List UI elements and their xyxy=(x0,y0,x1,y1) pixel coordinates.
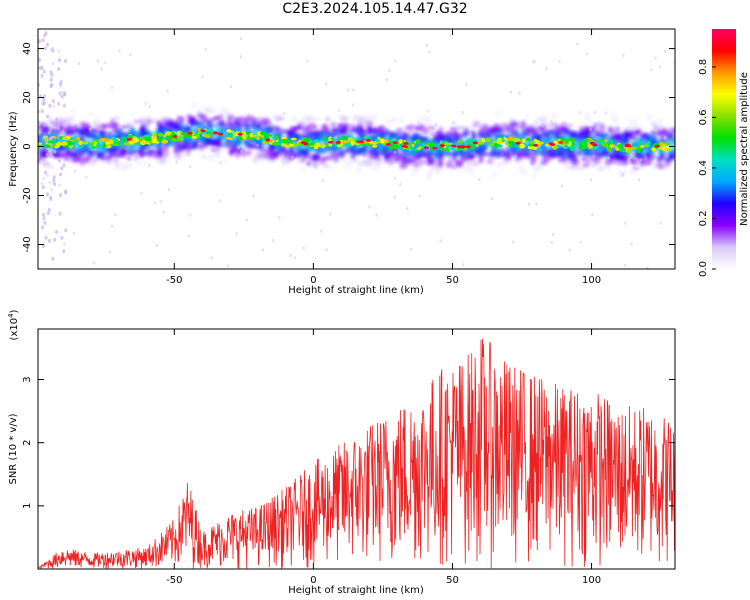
axis-tick-label: 50 xyxy=(446,275,459,286)
top-y-axis: -40 -20 0 20 40 xyxy=(22,42,675,253)
colorbar-axis: 0.0 0.2 0.4 0.6 0.8 xyxy=(698,59,716,277)
axis-tick-label: 0 xyxy=(310,575,316,586)
colorbar-tick: 0.8 xyxy=(698,59,716,75)
axis-tick: 100 xyxy=(582,329,601,586)
axis-tick-label: 3 xyxy=(22,376,33,382)
axis-tick: -20 xyxy=(22,187,675,204)
colorbar-tick: 0.2 xyxy=(698,211,716,227)
axis-tick-label: -50 xyxy=(166,275,182,286)
axis-tick: 50 xyxy=(446,29,459,286)
colorbar-tick: 0.4 xyxy=(698,160,716,176)
axis-tick-label: -50 xyxy=(166,575,182,586)
axis-tick-label: 50 xyxy=(446,575,459,586)
bottom-y-multiplier: (x104) xyxy=(7,309,20,340)
axis-tick-label: 0 xyxy=(310,275,316,286)
axis-tick: 3 xyxy=(22,376,675,383)
colorbar-tick-label: 0.0 xyxy=(698,261,709,277)
bottom-plot-frame xyxy=(37,328,676,570)
axis-tick: 2 xyxy=(22,439,675,446)
axis-tick: 50 xyxy=(446,329,459,586)
axis-tick: 0 xyxy=(310,329,317,586)
axis-tick: 0 xyxy=(22,143,675,150)
colorbar-tick-label: 0.8 xyxy=(698,59,709,75)
axis-tick-label: 20 xyxy=(22,91,33,104)
axis-tick-label: -40 xyxy=(22,236,33,252)
colorbar-label: Normalized spectral amplitude xyxy=(739,72,750,226)
axis-tick: -40 xyxy=(22,236,675,253)
chart-title: C2E3.2024.105.14.47.G32 xyxy=(282,1,468,17)
axis-tick-label: 40 xyxy=(22,42,33,55)
colorbar-tick: 0.0 xyxy=(698,261,716,277)
axis-tick: 0 xyxy=(310,29,317,286)
top-x-axis-label: Height of straight line (km) xyxy=(288,285,424,296)
top-x-axis: -50 0 50 100 xyxy=(166,29,601,286)
axis-tick-label: 1 xyxy=(22,503,33,509)
colorbar-tick-label: 0.4 xyxy=(698,160,709,176)
axis-tick-label: 100 xyxy=(582,575,601,586)
bottom-x-axis: -50 0 50 100 xyxy=(166,329,601,586)
axis-tick: 1 xyxy=(22,503,675,509)
axis-tick-label: 2 xyxy=(22,439,33,445)
axis-tick: -50 xyxy=(166,29,182,286)
bottom-y-axis-label: SNR (10 * v/v) xyxy=(8,413,19,484)
bottom-x-axis-label: Height of straight line (km) xyxy=(288,585,424,596)
axis-tick-label: 0 xyxy=(22,143,33,149)
spectrogram-heatmap xyxy=(38,31,675,269)
colorbar-tick-label: 0.2 xyxy=(698,211,709,227)
axis-tick: -50 xyxy=(166,329,182,586)
axis-tick: 20 xyxy=(22,91,675,104)
colorbar-tick-label: 0.6 xyxy=(698,109,709,125)
axis-tick-label: 100 xyxy=(582,275,601,286)
axis-tick: 100 xyxy=(582,29,601,286)
colorbar xyxy=(712,29,736,269)
axis-tick: 40 xyxy=(22,42,675,55)
axis-tick-label: -20 xyxy=(22,187,33,203)
snr-series-line xyxy=(38,338,675,569)
top-y-axis-label: Frequency (Hz) xyxy=(8,111,19,187)
bottom-y-axis: 1 2 3 xyxy=(22,376,675,509)
top-plot-frame xyxy=(37,28,676,270)
colorbar-tick: 0.6 xyxy=(698,109,716,125)
